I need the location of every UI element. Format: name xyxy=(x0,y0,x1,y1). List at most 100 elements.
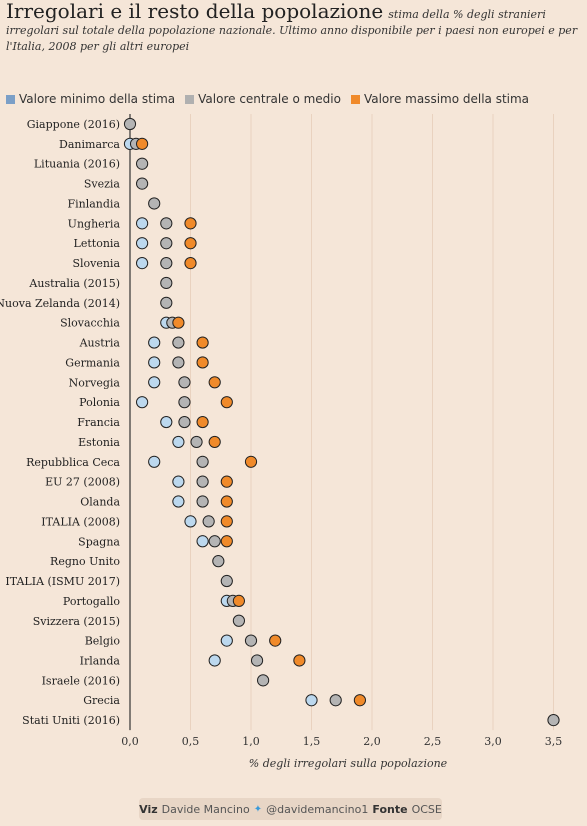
dot-mid xyxy=(172,336,185,349)
row-label: ITALIA (2008) xyxy=(41,515,120,528)
dot-mid xyxy=(257,674,270,687)
legend-item-mid: Valore centrale o medio xyxy=(185,92,341,106)
dot-mid xyxy=(136,177,149,190)
dot-mid xyxy=(202,515,215,528)
row-label: Lituania (2016) xyxy=(34,158,120,171)
dot-min xyxy=(148,455,161,468)
dot-max xyxy=(184,237,197,250)
legend-label-mid: Valore centrale o medio xyxy=(198,92,341,106)
dot-mid xyxy=(178,396,191,409)
dot-max xyxy=(220,495,233,508)
source-name: OCSE xyxy=(411,802,442,816)
legend-label-min: Valore minimo della stima xyxy=(19,92,176,106)
row-label: Irlanda xyxy=(80,654,121,667)
dot-min xyxy=(148,376,161,389)
row-label: Israele (2016) xyxy=(42,674,120,687)
row-label: Grecia xyxy=(83,694,120,707)
row-label: Svizzera (2015) xyxy=(33,615,120,628)
dot-mid xyxy=(160,276,173,290)
dot-min xyxy=(172,435,185,449)
dot-mid xyxy=(123,117,137,131)
chart-title: Irregolari e il resto della popolazione xyxy=(6,0,384,23)
row-label: Slovenia xyxy=(72,257,120,270)
legend-swatch-min xyxy=(6,94,15,104)
row-label: ITALIA (ISMU 2017) xyxy=(5,575,120,588)
dot-mid xyxy=(196,455,209,468)
dot-max xyxy=(184,256,197,270)
dot-mid xyxy=(547,714,560,727)
dot-min xyxy=(208,654,221,667)
row-label: Svezia xyxy=(84,178,121,191)
dot-max xyxy=(136,137,149,150)
dot-mid xyxy=(160,217,173,230)
legend: Valore minimo della stima Valore central… xyxy=(6,92,529,106)
row-label: Giappone (2016) xyxy=(27,118,120,131)
dot-min xyxy=(172,475,185,488)
dot-mid xyxy=(172,356,185,369)
row-label: Regno Unito xyxy=(50,555,120,568)
dot-mid xyxy=(136,157,149,170)
dot-max xyxy=(269,634,282,647)
row-label: Lettonia xyxy=(74,237,121,250)
dot-min xyxy=(160,415,173,429)
twitter-bird-icon: ✦ xyxy=(253,803,263,815)
dot-min xyxy=(136,217,149,230)
dot-min xyxy=(220,634,233,647)
dot-mid xyxy=(250,654,264,667)
dot-mid xyxy=(232,614,245,627)
dot-max xyxy=(208,376,221,389)
row-label: Danimarca xyxy=(59,138,120,151)
dot-mid xyxy=(196,495,209,508)
x-tick-label: 2,5 xyxy=(424,735,442,748)
row-label: Portogallo xyxy=(63,595,121,608)
dot-min xyxy=(136,256,149,270)
source-label: Fonte xyxy=(372,802,408,816)
dot-max xyxy=(220,396,233,409)
row-label: Norvegia xyxy=(69,376,121,389)
dot-mid xyxy=(160,237,173,250)
dot-mid xyxy=(160,296,173,309)
row-label: Olanda xyxy=(80,496,120,509)
x-tick-label: 1,5 xyxy=(303,735,321,748)
dot-max xyxy=(220,535,233,548)
dot-mid xyxy=(178,376,191,389)
x-tick-label: 0,0 xyxy=(121,735,139,748)
dot-max xyxy=(353,694,366,707)
row-label: Belgio xyxy=(85,635,121,648)
row-label: Estonia xyxy=(78,436,120,449)
dot-min xyxy=(305,694,318,707)
row-label: Australia (2015) xyxy=(28,277,120,290)
dot-plot-chart: 0,0 0,5 1,0 1,5 2,0 2,5 3,0 3,5 % degli irregola… xyxy=(0,114,563,770)
row-label: Ungheria xyxy=(68,217,121,230)
row-label: Austria xyxy=(79,337,121,350)
dot-max xyxy=(293,654,306,667)
legend-label-max: Valore massimo della stima xyxy=(363,92,530,106)
dot-mid xyxy=(329,694,342,707)
viz-author: Davide Mancino xyxy=(161,802,250,816)
dot-mid xyxy=(208,535,221,548)
dot-mid xyxy=(244,634,258,647)
x-tick-label: 0,5 xyxy=(182,735,200,748)
dot-max xyxy=(172,316,185,329)
row-label: Francia xyxy=(77,416,120,429)
row-label: Repubblica Ceca xyxy=(26,456,120,469)
dot-max xyxy=(208,435,221,449)
row-label: Germania xyxy=(65,356,120,369)
dot-mid xyxy=(190,435,203,449)
dot-max xyxy=(184,217,197,230)
dot-max xyxy=(196,415,209,429)
dot-min xyxy=(148,336,161,349)
x-tick-label: 3,5 xyxy=(545,735,563,748)
dot-max xyxy=(196,336,209,349)
row-label: Stati Uniti (2016) xyxy=(22,714,120,727)
x-tick-label: 2,0 xyxy=(363,735,381,748)
x-tick-label: 1,0 xyxy=(242,735,260,748)
chart-subtitle: stima della % degli stranieri irregolari… xyxy=(6,8,578,53)
dot-mid xyxy=(196,475,209,488)
legend-swatch-mid xyxy=(185,94,195,104)
row-label: Slovacchia xyxy=(60,317,120,330)
credits-bar: Viz Davide Mancino ✦ @davidemancino1 Fon… xyxy=(139,798,442,820)
twitter-handle[interactable]: @davidemancino1 xyxy=(266,802,369,816)
dot-max xyxy=(196,356,209,369)
x-axis-label: % degli irregolari sulla popolazione xyxy=(249,757,448,770)
